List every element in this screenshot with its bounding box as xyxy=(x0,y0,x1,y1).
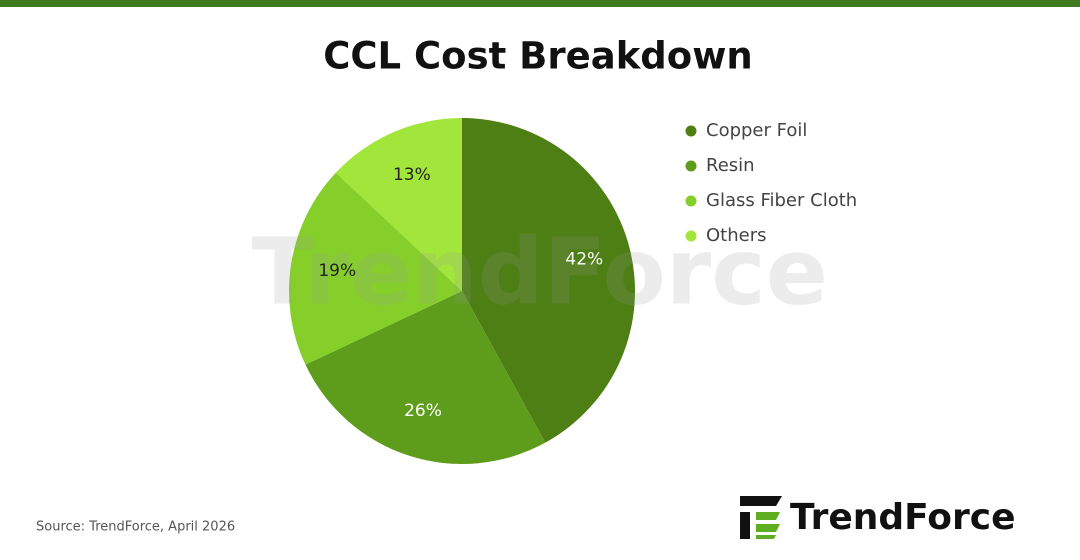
pie-slice xyxy=(305,291,546,465)
chart-title: CCL Cost Breakdown xyxy=(323,35,752,78)
logo-text: TrendForce xyxy=(790,497,1016,538)
legend-label: Copper Foil xyxy=(706,120,807,141)
pie-slice xyxy=(335,118,462,291)
pie-slice xyxy=(289,172,462,365)
watermark: TrendForce xyxy=(252,218,828,325)
value-label: 42% xyxy=(565,250,603,270)
value-labels: 42% 26% 19% 13% xyxy=(318,165,603,421)
value-label: 26% xyxy=(404,401,442,421)
legend-label: Glass Fiber Cloth xyxy=(706,190,857,211)
legend: Copper Foil Resin Glass Fiber Cloth Others xyxy=(685,120,857,246)
top-bar xyxy=(0,0,1080,7)
logo-icon xyxy=(740,496,782,539)
legend-label: Resin xyxy=(706,155,755,176)
logo: TrendForce xyxy=(740,496,1016,539)
logo-icon-accent xyxy=(756,512,780,539)
source-note: Source: TrendForce, April 2026 xyxy=(36,520,235,535)
pie xyxy=(289,118,635,465)
value-label: 19% xyxy=(318,261,356,281)
value-label: 13% xyxy=(393,165,431,185)
legend-label: Others xyxy=(706,225,767,246)
legend-marker xyxy=(685,195,697,207)
legend-marker xyxy=(685,230,697,242)
legend-marker xyxy=(685,160,697,172)
legend-marker xyxy=(685,125,697,137)
pie-slice xyxy=(462,118,635,443)
